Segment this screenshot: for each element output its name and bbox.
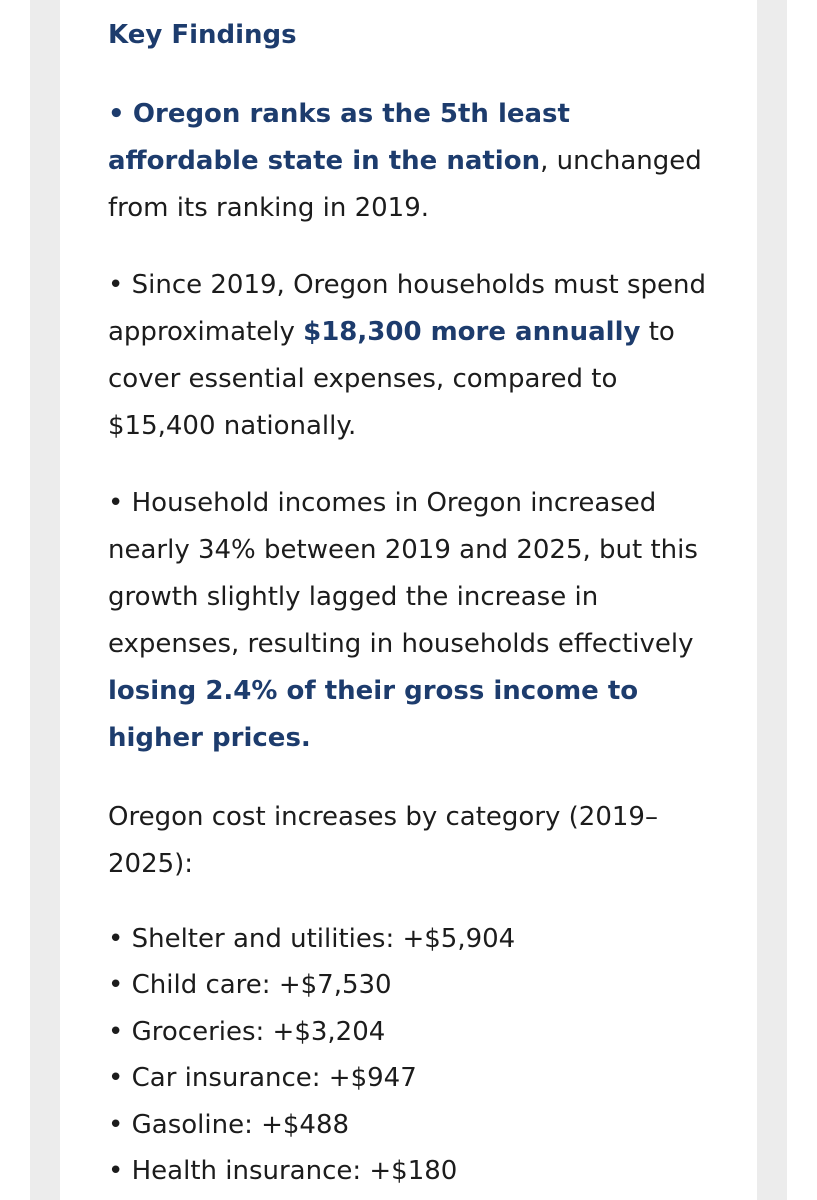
category-text: Car insurance: +$947 [131,1063,417,1094]
finding-2-bullet: • [108,270,124,300]
finding-2-text-before: Since 2019, Oregon households must spend… [108,270,706,347]
finding-1: • Oregon ranks as the 5th least affordab… [108,91,728,232]
section-heading: Key Findings [108,20,297,50]
finding-1-bullet: • [108,99,125,129]
category-list: • Shelter and utilities: +$5,904 • Child… [108,916,515,1194]
finding-2-text-after: to cover essential expenses, compared to… [108,317,675,441]
finding-1-highlight: Oregon ranks as the 5th least affordable… [108,99,570,176]
bullet: • [108,1109,124,1140]
list-item: • Child care: +$7,530 [108,962,515,1008]
finding-1-text: , unchanged from its ranking in 2019. [108,146,702,223]
list-item: • Groceries: +$3,204 [108,1009,515,1055]
left-margin [0,0,30,1200]
category-text: Gasoline: +$488 [131,1109,350,1140]
list-item: • Gasoline: +$488 [108,1102,515,1148]
finding-3: • Household incomes in Oregon increased … [108,480,728,762]
category-text: Child care: +$7,530 [131,970,392,1001]
categories-intro: Oregon cost increases by category (2019–… [108,802,658,879]
finding-3-bullet: • [108,488,124,518]
list-item: • Health insurance: +$180 [108,1148,515,1194]
finding-3-highlight: losing 2.4% of their gross income to hig… [108,676,639,753]
document-page: Key Findings • Oregon ranks as the 5th l… [60,0,757,1200]
bullet: • [108,970,124,1001]
category-text: Shelter and utilities: +$5,904 [131,924,516,954]
bullet: • [108,1016,124,1047]
category-text: Health insurance: +$180 [131,1156,458,1187]
list-item: • Car insurance: +$947 [108,1055,515,1101]
bullet: • [108,924,124,954]
list-item: • Shelter and utilities: +$5,904 [108,916,515,962]
right-margin [787,0,817,1200]
bullet: • [108,1063,124,1094]
finding-2-highlight: $18,300 more annually [303,317,641,347]
category-text: Groceries: +$3,204 [131,1016,386,1047]
bullet: • [108,1156,124,1187]
finding-3-text-before: Household incomes in Oregon increased ne… [108,488,698,659]
finding-2: • Since 2019, Oregon households must spe… [108,262,728,450]
